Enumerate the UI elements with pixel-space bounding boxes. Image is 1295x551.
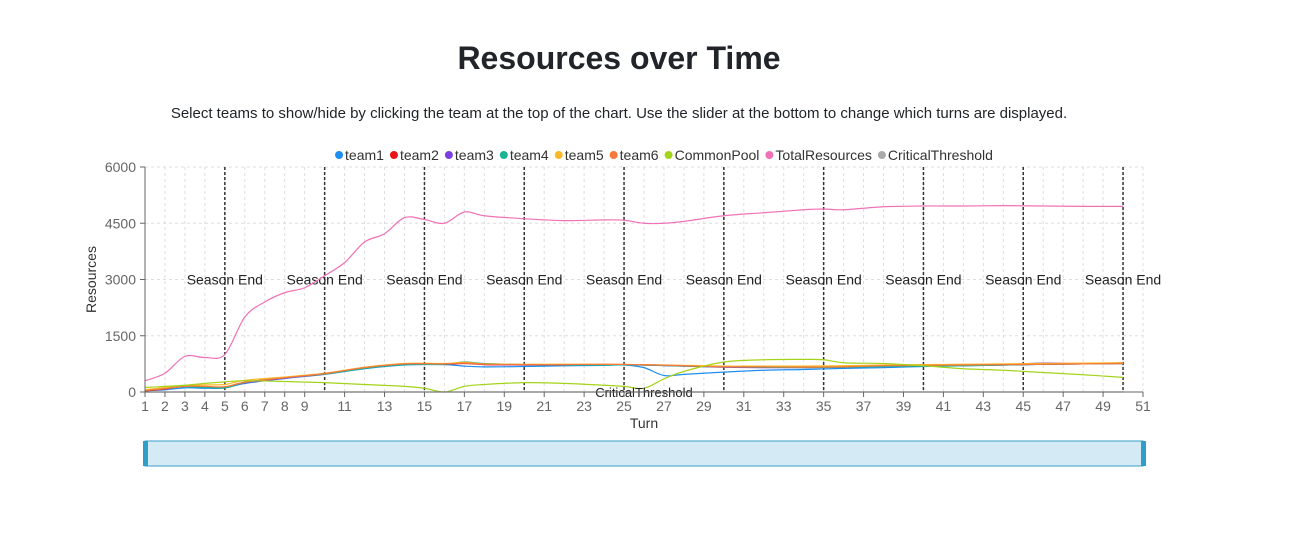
x-tick-label: 8: [281, 398, 289, 414]
slider-track[interactable]: [144, 440, 1144, 467]
legend-label: team3: [455, 147, 494, 163]
x-tick-label: 33: [776, 398, 792, 414]
x-tick-label: 19: [496, 398, 512, 414]
season-end-label: Season End: [686, 272, 762, 288]
season-end-label: Season End: [785, 272, 861, 288]
y-axis-title: Resources: [83, 246, 99, 313]
x-tick-label: 3: [181, 398, 189, 414]
series-line-totalresources: [144, 205, 1124, 382]
season-end-label: Season End: [1085, 272, 1161, 288]
x-tick-label: 39: [896, 398, 912, 414]
x-tick-label: 41: [936, 398, 952, 414]
season-end-label: Season End: [885, 272, 961, 288]
legend-marker: [664, 151, 673, 159]
legend-item-totalresources[interactable]: TotalResources: [765, 147, 872, 163]
legend-label: team5: [565, 147, 604, 163]
x-tick-label: 2: [161, 398, 169, 414]
x-tick-label: 47: [1055, 398, 1071, 414]
series-lines: CriticalThreshold: [144, 205, 1124, 400]
legend-label: team1: [345, 147, 384, 163]
series-line-team6: [144, 362, 1124, 392]
y-tick-label: 6000: [105, 159, 136, 175]
x-tick-label: 25: [616, 398, 632, 414]
x-tick-label: 45: [1015, 398, 1031, 414]
x-tick-label: 6: [241, 398, 249, 414]
legend-item-team5[interactable]: team5: [554, 147, 604, 163]
x-tick-label: 5: [221, 398, 229, 414]
y-tick-label: 3000: [105, 272, 136, 288]
page-title: Resources over Time: [457, 40, 781, 76]
x-tick-label: 17: [457, 398, 473, 414]
legend-item-commonpool[interactable]: CommonPool: [664, 147, 760, 163]
legend-marker: [335, 151, 344, 159]
legend-item-team6[interactable]: team6: [609, 147, 659, 163]
x-tick-label: 4: [201, 398, 209, 414]
x-tick-label: 21: [536, 398, 552, 414]
legend-marker: [765, 151, 774, 159]
legend-label: team2: [400, 147, 439, 163]
x-tick-label: 23: [576, 398, 592, 414]
x-tick-label: 49: [1095, 398, 1111, 414]
series-line-commonpool: [144, 358, 1124, 393]
x-tick-label: 11: [337, 398, 352, 414]
legend-marker: [389, 151, 398, 159]
legend-item-criticalthreshold[interactable]: CriticalThreshold: [877, 147, 993, 163]
x-tick-label: 7: [261, 398, 269, 414]
legend-marker: [444, 151, 453, 159]
legend-item-team1[interactable]: team1: [335, 147, 384, 163]
y-tick-label: 4500: [105, 215, 136, 231]
season-end-label: Season End: [985, 272, 1061, 288]
season-end-label: Season End: [486, 272, 562, 288]
x-tick-label: 31: [736, 398, 752, 414]
y-tick-label: 0: [128, 384, 136, 400]
page-subtitle: Select teams to show/hide by clicking th…: [170, 105, 1068, 122]
legend-marker: [877, 151, 886, 159]
x-tick-label: 13: [377, 398, 393, 414]
legend-label: TotalResources: [775, 147, 872, 163]
x-tick-label: 51: [1135, 398, 1151, 414]
x-tick-label: 27: [656, 398, 672, 414]
season-end-label: Season End: [586, 272, 662, 288]
legend-marker: [499, 151, 508, 159]
legend-item-team2[interactable]: team2: [389, 147, 439, 163]
season-end-label: Season End: [187, 272, 263, 288]
legend[interactable]: team1 team2 team3 team4 team5 team6 CommonPool…: [335, 147, 993, 163]
x-tick-label: 9: [301, 398, 309, 414]
x-tick-label: 1: [141, 398, 149, 414]
legend-item-team3[interactable]: team3: [444, 147, 494, 163]
x-tick-label: 37: [856, 398, 872, 414]
x-tick-label: 29: [696, 398, 712, 414]
season-end-markers: Season End Season End Season End Season End…: [187, 167, 1161, 392]
x-tick-label: 35: [816, 398, 832, 414]
legend-label: CommonPool: [675, 147, 760, 163]
x-axis-title: Turn: [630, 415, 658, 431]
slider-handle-end[interactable]: [1141, 441, 1146, 466]
slider-handle-start[interactable]: [143, 441, 148, 466]
turn-range-slider[interactable]: [143, 440, 1146, 467]
y-tick-label: 1500: [105, 328, 136, 344]
x-tick-label: 43: [976, 398, 992, 414]
legend-label: team4: [510, 147, 549, 163]
x-tick-label: 15: [417, 398, 433, 414]
legend-marker: [609, 151, 618, 159]
legend-item-team4[interactable]: team4: [499, 147, 549, 163]
legend-label: team6: [620, 147, 659, 163]
season-end-label: Season End: [386, 272, 462, 288]
season-end-label: Season End: [286, 272, 362, 288]
legend-marker: [554, 151, 563, 159]
legend-label: CriticalThreshold: [888, 147, 993, 163]
